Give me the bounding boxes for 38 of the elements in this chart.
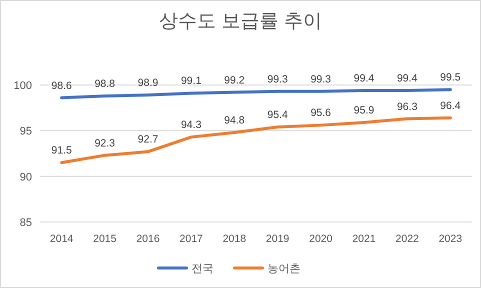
x-tick-label: 2016	[136, 233, 160, 245]
x-tick-label: 2014	[50, 233, 74, 245]
data-label: 95.9	[354, 104, 374, 116]
y-tick-label: 90	[20, 171, 32, 184]
data-label: 94.3	[180, 119, 202, 132]
data-label: 99.1	[180, 75, 202, 88]
data-label: 96.4	[440, 100, 461, 112]
data-label: 94.8	[224, 114, 245, 126]
data-label: 99.3	[310, 73, 332, 86]
x-tick-label: 2018	[222, 233, 246, 245]
data-label: 99.5	[440, 72, 461, 84]
line-series	[60, 88, 452, 100]
y-tick-label: 85	[20, 217, 32, 229]
y-tick-label: 100	[14, 80, 32, 92]
chart-title: 상수도 보급률 추이	[159, 11, 322, 32]
x-tick-label: 2022	[396, 233, 420, 245]
x-tick-label: 2021	[352, 233, 376, 245]
y-tick-label: 95	[20, 126, 32, 138]
x-tick-label: 2019	[266, 233, 290, 245]
data-label: 99.4	[396, 72, 418, 84]
data-label: 99.4	[354, 72, 374, 84]
data-label: 98.6	[51, 80, 72, 92]
legend-label: 전국	[192, 263, 214, 275]
data-label: 92.3	[94, 137, 116, 150]
data-label: 99.3	[267, 73, 288, 86]
data-label: 91.5	[51, 144, 72, 157]
x-tick-label: 2023	[438, 233, 462, 245]
data-label: 95.4	[267, 109, 288, 122]
x-tick-label: 2015	[93, 233, 117, 245]
x-tick-label: 2020	[309, 233, 333, 245]
data-label: 95.6	[310, 107, 332, 120]
data-label: 98.8	[94, 78, 116, 90]
data-label: 96.3	[396, 100, 418, 113]
data-label: 98.9	[138, 77, 158, 90]
data-label: 99.2	[224, 74, 245, 86]
x-tick-label: 2017	[180, 233, 204, 245]
data-label: 92.7	[138, 134, 158, 146]
legend-label: 농어촌	[268, 263, 300, 275]
